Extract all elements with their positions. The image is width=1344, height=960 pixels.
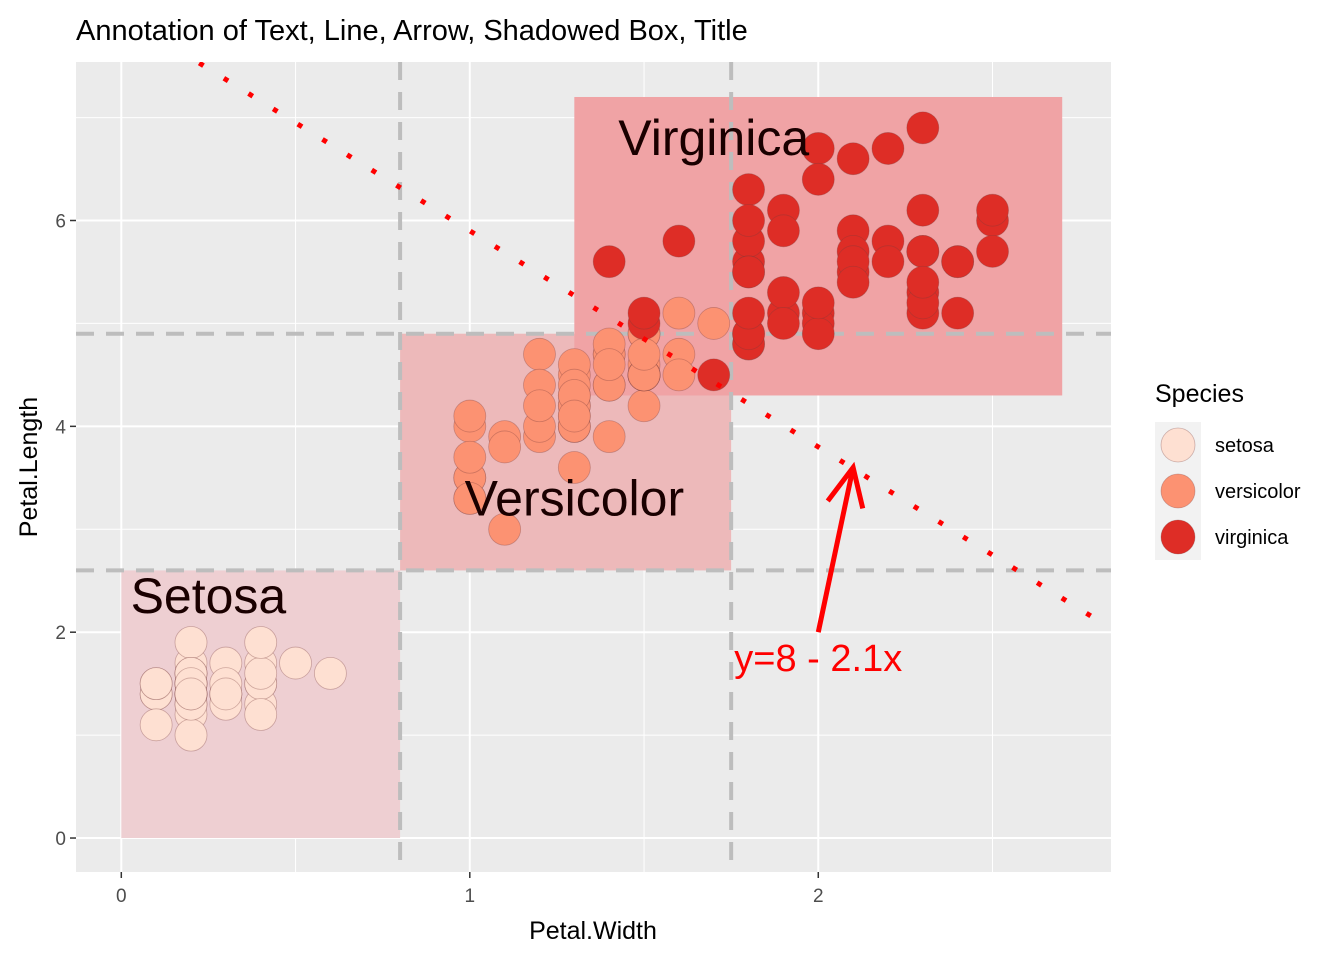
point-versicolor bbox=[523, 337, 556, 371]
point-versicolor bbox=[488, 512, 522, 546]
chart-title: Annotation of Text, Line, Arrow, Shadowe… bbox=[76, 15, 748, 47]
legend: Species setosa versicolor virginica bbox=[1155, 380, 1301, 560]
legend-title: Species bbox=[1155, 380, 1244, 408]
point-virginica bbox=[801, 286, 835, 320]
y-tick-label: 2 bbox=[55, 623, 66, 644]
legend-label-versicolor: versicolor bbox=[1215, 481, 1301, 503]
point-versicolor bbox=[697, 307, 731, 340]
point-virginica bbox=[976, 234, 1009, 268]
point-virginica bbox=[732, 296, 765, 330]
point-setosa bbox=[139, 708, 173, 742]
point-virginica bbox=[801, 162, 835, 196]
point-versicolor bbox=[662, 296, 696, 330]
panel-content: Setosa Versicolor Virginica y=8 - 2.1x bbox=[76, 62, 1111, 872]
y-tick-label: 6 bbox=[55, 212, 66, 233]
point-setosa bbox=[174, 626, 208, 659]
point-virginica bbox=[592, 245, 626, 279]
region-label-setosa: Setosa bbox=[131, 568, 287, 624]
point-setosa bbox=[174, 718, 208, 752]
point-virginica bbox=[732, 173, 765, 207]
point-versicolor bbox=[662, 358, 696, 392]
x-tick-label: 1 bbox=[464, 886, 475, 907]
point-versicolor bbox=[557, 399, 591, 433]
annotation-arrow-head bbox=[825, 461, 866, 509]
point-virginica bbox=[767, 307, 800, 340]
point-setosa bbox=[279, 646, 312, 680]
point-versicolor bbox=[523, 389, 556, 423]
point-virginica bbox=[871, 245, 905, 279]
y-axis-title: Petal.Length bbox=[15, 397, 43, 537]
point-virginica bbox=[836, 142, 870, 176]
point-setosa bbox=[244, 698, 278, 731]
equation-label: y=8 - 2.1x bbox=[734, 638, 902, 680]
legend-label-setosa: setosa bbox=[1215, 435, 1275, 457]
point-virginica bbox=[627, 296, 661, 330]
point-virginica bbox=[976, 193, 1009, 227]
legend-key-versicolor bbox=[1160, 473, 1196, 509]
point-setosa bbox=[313, 656, 347, 690]
x-tick-label: 0 bbox=[116, 886, 127, 907]
point-virginica bbox=[871, 132, 905, 165]
point-versicolor bbox=[627, 337, 661, 371]
point-versicolor bbox=[453, 440, 487, 474]
region-label-versicolor: Versicolor bbox=[465, 470, 685, 526]
point-setosa bbox=[139, 667, 173, 701]
legend-label-virginica: virginica bbox=[1215, 527, 1289, 549]
point-versicolor bbox=[557, 451, 591, 484]
legend-key-setosa bbox=[1160, 427, 1196, 463]
x-axis: 0 1 2 bbox=[116, 872, 824, 907]
point-versicolor bbox=[592, 348, 626, 381]
point-virginica bbox=[836, 265, 870, 299]
point-setosa bbox=[174, 677, 208, 711]
point-virginica bbox=[767, 214, 800, 248]
point-setosa bbox=[209, 677, 243, 711]
point-virginica bbox=[906, 193, 940, 227]
plot-panel: Setosa Versicolor Virginica y=8 - 2.1x bbox=[76, 62, 1111, 872]
y-tick-label: 4 bbox=[55, 417, 66, 438]
region-label-virginica: Virginica bbox=[618, 110, 809, 166]
point-setosa bbox=[244, 656, 278, 690]
point-virginica bbox=[662, 224, 696, 258]
point-versicolor bbox=[453, 399, 487, 433]
y-tick-label: 0 bbox=[55, 829, 66, 850]
point-virginica bbox=[906, 265, 940, 299]
point-versicolor bbox=[592, 420, 626, 454]
x-axis-title: Petal.Width bbox=[529, 917, 657, 945]
point-virginica bbox=[767, 276, 800, 309]
point-virginica bbox=[697, 358, 731, 392]
point-versicolor bbox=[488, 430, 522, 464]
point-virginica bbox=[801, 317, 835, 351]
legend-key-virginica bbox=[1160, 519, 1196, 555]
point-virginica bbox=[732, 204, 765, 237]
point-virginica bbox=[906, 234, 940, 268]
point-versicolor bbox=[453, 481, 487, 515]
point-virginica bbox=[732, 255, 765, 289]
y-axis: 0 2 4 6 bbox=[55, 212, 76, 850]
x-tick-label: 2 bbox=[813, 886, 824, 907]
point-setosa bbox=[244, 626, 278, 659]
annotation-arrow-shaft bbox=[815, 466, 856, 633]
point-versicolor bbox=[627, 389, 661, 423]
point-virginica bbox=[906, 111, 940, 145]
point-virginica bbox=[941, 245, 975, 279]
point-virginica bbox=[941, 296, 975, 330]
